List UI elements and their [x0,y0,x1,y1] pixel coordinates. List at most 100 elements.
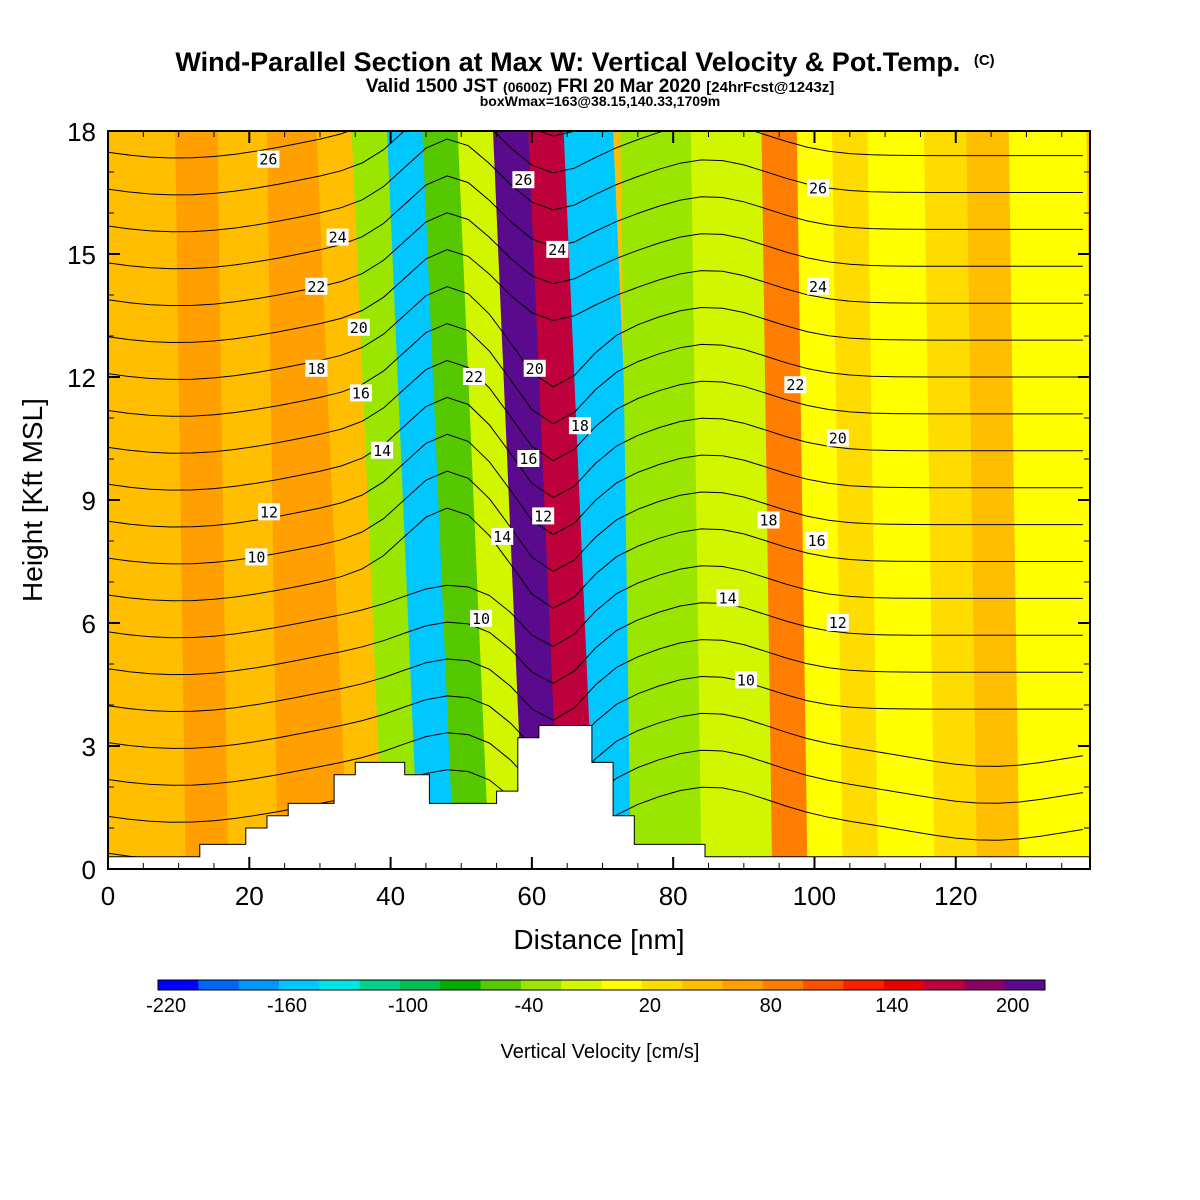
contour-label: 14 [371,441,394,460]
x-tick-label: 20 [235,881,264,911]
contour-label: 12 [532,507,555,525]
colorbar-swatch [359,980,401,990]
colorbar-swatch [601,980,643,990]
svg-text:26: 26 [809,179,827,197]
colorbar-tick-label: -160 [267,995,307,1017]
colorbar-swatch [1004,980,1046,990]
velocity-band [563,131,645,869]
colorbar-swatch [278,980,320,990]
colorbar-swatch [319,980,361,990]
svg-text:26: 26 [259,151,277,169]
svg-text:14: 14 [719,589,737,607]
svg-text:22: 22 [465,368,483,386]
theta-contour [108,138,1083,233]
theta-contour [108,602,1083,684]
colorbar-swatch [843,980,885,990]
chart-subtitle: Valid 1500 JST (0600Z) FRI 20 Mar 2020 [… [366,76,835,97]
colorbar-swatch [520,980,562,990]
y-tick-label: 9 [82,486,96,516]
x-tick-label: 40 [376,881,405,911]
theta-contour [108,675,1083,758]
colorbar-swatch [440,980,482,990]
svg-text:20: 20 [350,319,368,337]
title-suffix: (C) [974,52,995,69]
plot-area [108,131,1090,869]
colorbar: -220 -160 -100 -40 20 80 140 200 [146,979,1046,1017]
contour-label: 14 [491,527,514,546]
colorbar-swatch [762,980,804,990]
contour-label: 10 [470,609,493,628]
contour-label: 24 [326,228,349,247]
contour-label: 10 [245,548,268,566]
contour-label: 20 [347,318,370,337]
x-axis-label: Distance [nm] [513,924,684,955]
y-tick-label: 15 [67,240,96,270]
x-tick-label: 60 [517,881,546,911]
svg-text:16: 16 [519,450,537,468]
theta-contour [108,639,1083,721]
svg-text:22: 22 [786,376,804,394]
theta-contour [108,131,1083,196]
contour-label: 18 [568,417,591,435]
theta-contour [108,131,576,159]
colorbar-swatch [480,980,522,990]
contour-label: 16 [517,450,540,468]
x-tick-label: 80 [659,881,688,911]
contour-label: 16 [349,384,372,402]
colorbar-swatch [883,980,925,990]
contour-label: 22 [784,376,807,394]
svg-text:12: 12 [260,503,278,521]
colorbar-tick-label: 20 [639,995,661,1017]
contour-label: 24 [807,277,830,296]
velocity-band [108,131,200,869]
svg-text:20: 20 [526,360,544,378]
theta-contour [108,212,1083,307]
contour-label: 22 [462,368,485,386]
x-tick-label: 120 [934,881,977,911]
terrain [108,725,1090,869]
vertical-velocity-field [108,131,1090,869]
svg-text:12: 12 [829,614,847,632]
theta-contour [108,323,1083,425]
y-tick-label: 3 [82,732,96,762]
svg-text:12: 12 [534,507,552,525]
svg-text:14: 14 [493,528,511,546]
theta-contour [108,396,1083,499]
theta-contour [108,470,1083,572]
y-axis-label: Height [Kft MSL] [17,398,48,602]
chart-subtitle-box: boxWmax=163@38.15,140.33,1709m [480,93,721,109]
theta-contour [108,359,1083,462]
contour-label: 20 [826,429,849,448]
colorbar-swatch [198,980,240,990]
colorbar-tick-label: -220 [146,995,186,1017]
colorbar-tick-label: 200 [996,995,1029,1017]
theta-contour [108,286,1083,388]
colorbar-tick-label: -100 [388,995,428,1017]
svg-text:20: 20 [829,430,847,448]
contour-label: 22 [305,277,328,296]
contour-label: 14 [716,589,739,607]
colorbar-swatch [682,980,723,990]
svg-text:18: 18 [307,360,325,378]
colorbar-frame [157,979,1046,991]
colorbar-swatch [641,980,683,990]
contour-label: 16 [805,532,828,550]
y-tick-label: 18 [67,117,96,147]
svg-text:16: 16 [808,532,826,550]
theta-contour [108,507,1083,609]
contour-label: 24 [546,240,569,259]
y-tick-label: 0 [82,855,96,885]
colorbar-swatch [924,980,965,990]
svg-text:24: 24 [548,241,566,259]
colorbar-swatch [561,980,602,990]
contour-label: 18 [757,511,780,530]
theta-contour [108,712,1083,795]
colorbar-swatch [399,980,441,990]
y-tick-label: 12 [67,363,96,393]
svg-text:18: 18 [571,417,589,435]
contour-label: 10 [734,671,757,689]
x-tick-label: 100 [793,881,836,911]
y-tick-label: 6 [82,609,96,639]
svg-text:14: 14 [373,442,391,460]
